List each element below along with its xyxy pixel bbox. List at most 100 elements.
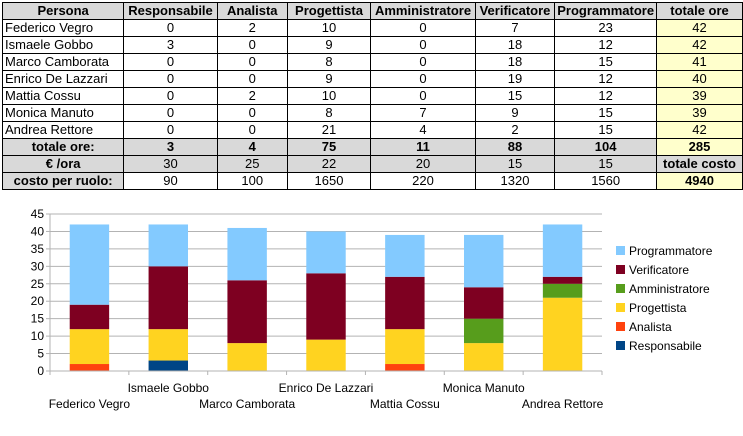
table-cell[interactable]: 39 bbox=[656, 87, 743, 105]
table-cell[interactable]: 15 bbox=[554, 155, 658, 173]
table-cell[interactable]: 0 bbox=[123, 87, 218, 105]
table-cell[interactable]: 21 bbox=[286, 121, 372, 139]
x-tick-label: Marco Camborata bbox=[199, 397, 295, 411]
table-cell[interactable]: 40 bbox=[656, 70, 743, 88]
person-name-cell[interactable]: Monica Manuto bbox=[1, 104, 125, 122]
table-cell[interactable]: 0 bbox=[370, 36, 476, 54]
table-cell[interactable]: 25 bbox=[216, 155, 288, 173]
row-label-cell[interactable]: € /ora bbox=[1, 155, 125, 173]
table-cell[interactable]: 7 bbox=[474, 19, 556, 37]
table-cell[interactable]: 0 bbox=[123, 121, 218, 139]
table-cell[interactable]: 1320 bbox=[474, 172, 556, 190]
person-name-cell[interactable]: Enrico De Lazzari bbox=[1, 70, 125, 88]
legend-label: Responsabile bbox=[629, 339, 702, 353]
table-cell[interactable]: 19 bbox=[474, 70, 556, 88]
table-cell[interactable]: 18 bbox=[474, 36, 556, 54]
bar-programmatore-4 bbox=[385, 234, 425, 277]
table-cell[interactable]: 0 bbox=[216, 104, 288, 122]
y-tick-label: 5 bbox=[37, 347, 44, 361]
column-header: Responsabile bbox=[123, 2, 218, 20]
bar-programmatore-6 bbox=[542, 224, 583, 277]
person-name-cell[interactable]: Marco Camborata bbox=[1, 53, 125, 71]
table-cell[interactable]: 0 bbox=[370, 70, 476, 88]
table-cell[interactable]: totale costo bbox=[656, 155, 743, 173]
row-label-cell[interactable]: costo per ruolo: bbox=[1, 172, 125, 190]
table-cell[interactable]: 8 bbox=[286, 104, 372, 122]
table-cell[interactable]: 10 bbox=[286, 19, 372, 37]
table-cell[interactable]: 8 bbox=[286, 53, 372, 71]
table-cell[interactable]: 1650 bbox=[286, 172, 372, 190]
table-cell[interactable]: 2 bbox=[474, 121, 556, 139]
table-cell[interactable]: 88 bbox=[474, 138, 556, 156]
row-label-cell[interactable]: totale ore: bbox=[1, 138, 125, 156]
table-cell[interactable]: 3 bbox=[123, 138, 218, 156]
table-row: Mattia Cossu 0 2 10 0 15 12 39 bbox=[1, 87, 743, 105]
table-cell[interactable]: 2 bbox=[216, 87, 288, 105]
table-cell[interactable]: 15 bbox=[474, 87, 556, 105]
column-header: Analista bbox=[216, 2, 288, 20]
table-cell[interactable]: 4940 bbox=[656, 172, 743, 190]
column-header: Persona bbox=[1, 2, 125, 20]
table-cell[interactable]: 15 bbox=[474, 155, 556, 173]
stacked-bar-chart: 0 5 10 15 20 25 30 35 40 45 Federico Vegro Ismaele… bbox=[31, 207, 713, 411]
table-cell[interactable]: 0 bbox=[216, 53, 288, 71]
x-tick-label: Andrea Rettore bbox=[522, 397, 604, 411]
person-name-cell[interactable]: Ismaele Gobbo bbox=[1, 36, 125, 54]
x-tick-label: Ismaele Gobbo bbox=[128, 381, 210, 395]
table-cell[interactable]: 0 bbox=[216, 121, 288, 139]
table-cell[interactable]: 0 bbox=[123, 53, 218, 71]
table-cell[interactable]: 2 bbox=[216, 19, 288, 37]
bar-amministratore-6 bbox=[542, 283, 583, 298]
table-cell[interactable]: 0 bbox=[216, 70, 288, 88]
table-cell[interactable]: 20 bbox=[370, 155, 476, 173]
table-body: Federico Vegro 0 2 10 0 7 23 42 Ismaele Gobbo 3 0 9… bbox=[1, 19, 743, 190]
table-cell[interactable]: 75 bbox=[286, 138, 372, 156]
bar-verificatore-1 bbox=[148, 266, 188, 330]
totals-row: totale ore: 3 4 75 11 88 104 285 bbox=[1, 138, 743, 156]
table-cell[interactable]: 1560 bbox=[554, 172, 658, 190]
table-cell[interactable]: 12 bbox=[554, 36, 658, 54]
table-cell[interactable]: 0 bbox=[370, 19, 476, 37]
table-cell[interactable]: 104 bbox=[554, 138, 658, 156]
bar-verificatore-4 bbox=[385, 276, 425, 330]
table-cell[interactable]: 0 bbox=[370, 87, 476, 105]
table-cell[interactable]: 0 bbox=[123, 19, 218, 37]
table-cell[interactable]: 22 bbox=[286, 155, 372, 173]
table-cell[interactable]: 0 bbox=[370, 53, 476, 71]
table-cell[interactable]: 220 bbox=[370, 172, 476, 190]
table-cell[interactable]: 12 bbox=[554, 70, 658, 88]
person-name-cell[interactable]: Mattia Cossu bbox=[1, 87, 125, 105]
table-cell[interactable]: 3 bbox=[123, 36, 218, 54]
table-cell[interactable]: 90 bbox=[123, 172, 218, 190]
table-cell[interactable]: 285 bbox=[656, 138, 743, 156]
table-cell[interactable]: 0 bbox=[123, 104, 218, 122]
y-tick-label: 10 bbox=[31, 329, 45, 343]
table-cell[interactable]: 10 bbox=[286, 87, 372, 105]
table-cell[interactable]: 23 bbox=[554, 19, 658, 37]
table-cell[interactable]: 42 bbox=[656, 121, 743, 139]
table-cell[interactable]: 0 bbox=[123, 70, 218, 88]
table-cell[interactable]: 42 bbox=[656, 36, 743, 54]
table-cell[interactable]: 15 bbox=[554, 121, 658, 139]
table-cell[interactable]: 9 bbox=[474, 104, 556, 122]
table-cell[interactable]: 100 bbox=[216, 172, 288, 190]
table-cell[interactable]: 42 bbox=[656, 19, 743, 37]
person-name-cell[interactable]: Federico Vegro bbox=[1, 19, 125, 37]
legend-swatch bbox=[616, 322, 625, 331]
table-cell[interactable]: 4 bbox=[216, 138, 288, 156]
table-cell[interactable]: 15 bbox=[554, 53, 658, 71]
table-cell[interactable]: 0 bbox=[216, 36, 288, 54]
table-cell[interactable]: 18 bbox=[474, 53, 556, 71]
table-cell[interactable]: 9 bbox=[286, 70, 372, 88]
table-cell[interactable]: 41 bbox=[656, 53, 743, 71]
table-cell[interactable]: 9 bbox=[286, 36, 372, 54]
legend-label: Progettista bbox=[629, 301, 687, 315]
table-cell[interactable]: 4 bbox=[370, 121, 476, 139]
person-name-cell[interactable]: Andrea Rettore bbox=[1, 121, 125, 139]
table-cell[interactable]: 39 bbox=[656, 104, 743, 122]
table-cell[interactable]: 11 bbox=[370, 138, 476, 156]
table-cell[interactable]: 7 bbox=[370, 104, 476, 122]
table-cell[interactable]: 15 bbox=[554, 104, 658, 122]
table-cell[interactable]: 12 bbox=[554, 87, 658, 105]
table-cell[interactable]: 30 bbox=[123, 155, 218, 173]
